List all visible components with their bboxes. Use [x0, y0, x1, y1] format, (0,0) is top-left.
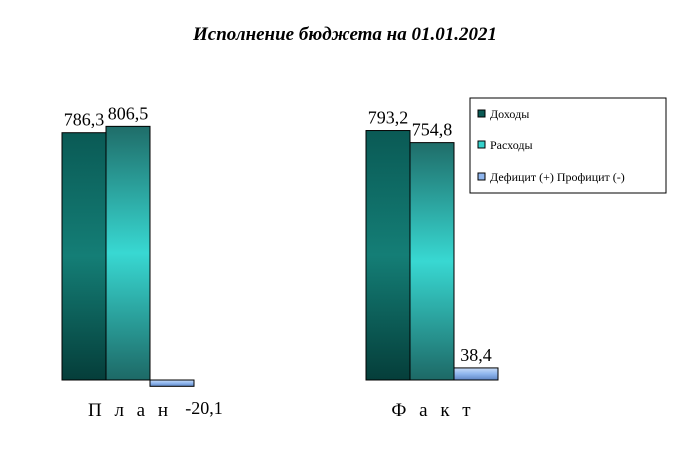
data-label: -20,1: [185, 398, 223, 418]
data-label: 786,3: [64, 110, 105, 130]
legend-box: [469, 97, 667, 194]
legend: Доходы Расходы Дефицит (+) Профицит (-): [469, 97, 667, 194]
legend-label: Доходы: [490, 107, 529, 121]
data-label: 806,5: [108, 103, 149, 123]
legend-swatch: [477, 172, 486, 181]
data-label: 38,4: [460, 345, 492, 365]
category-label: Ф а к т: [391, 400, 474, 421]
legend-label: Дефицит (+) Профицит (-): [490, 170, 625, 184]
bar-plan-series-0: [61, 132, 107, 381]
legend-swatch: [477, 109, 486, 118]
bar-fact-series-0: [365, 130, 411, 381]
bar-fact-series-2: [453, 367, 499, 381]
chart-title: Исполнение бюджета на 01.01.2021: [192, 24, 497, 45]
legend-swatch: [477, 140, 486, 149]
bar-plan-series-2: [149, 379, 195, 387]
category-label: П л а н: [88, 400, 172, 421]
bar-fact-series-1: [409, 142, 455, 381]
data-label: 793,2: [368, 108, 409, 128]
data-label: 754,8: [412, 120, 453, 140]
bar-plan-series-1: [105, 125, 151, 381]
legend-label: Расходы: [490, 138, 533, 152]
